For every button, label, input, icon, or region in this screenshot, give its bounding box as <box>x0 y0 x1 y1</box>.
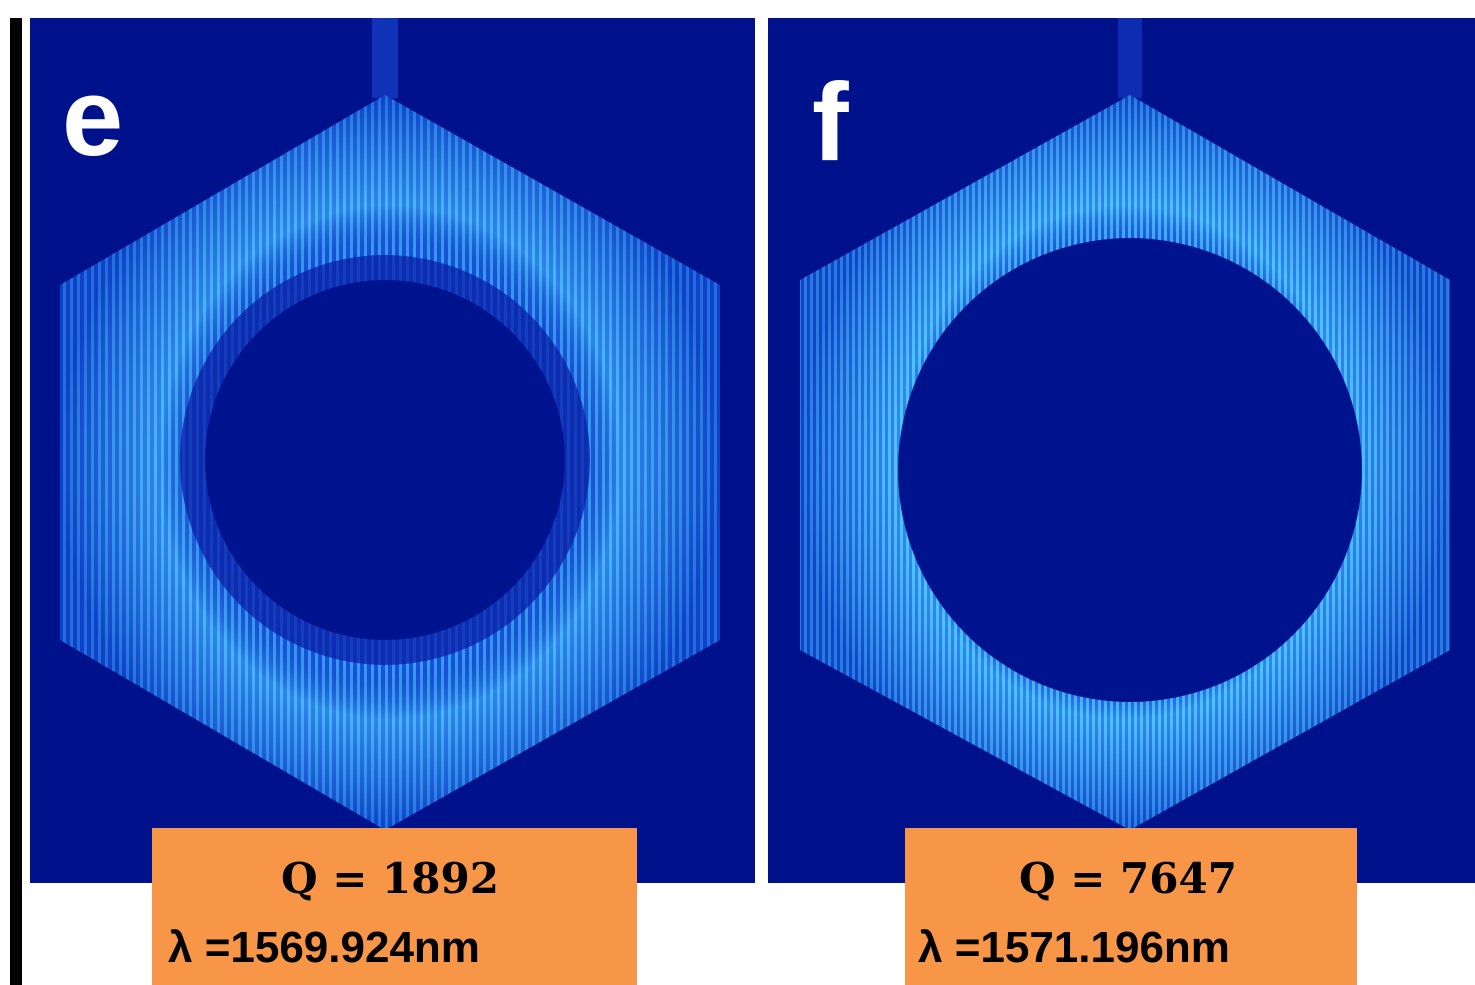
wavelength: λ =1571.196nm <box>918 923 1230 972</box>
panel-e: e <box>30 18 755 883</box>
waveguide <box>1118 18 1142 98</box>
panel-f: f <box>768 18 1475 883</box>
wavelength: λ =1569.924nm <box>168 923 480 972</box>
panel-label: f <box>812 61 849 184</box>
info-box: Q = 1892 λ =1569.924nm <box>152 828 637 985</box>
inner-core <box>205 280 565 640</box>
info-box: Q = 7647 λ =1571.196nm <box>905 828 1357 985</box>
q-factor: Q = 7647 <box>1019 854 1237 903</box>
q-factor: Q = 1892 <box>281 854 499 903</box>
panel-label: e <box>62 56 123 179</box>
side-bar <box>10 18 22 985</box>
figure: e f Q = 1892 λ =1569.924nm Q = 7647 λ =1… <box>0 0 1475 985</box>
inner-core <box>898 238 1362 702</box>
waveguide <box>372 18 398 98</box>
